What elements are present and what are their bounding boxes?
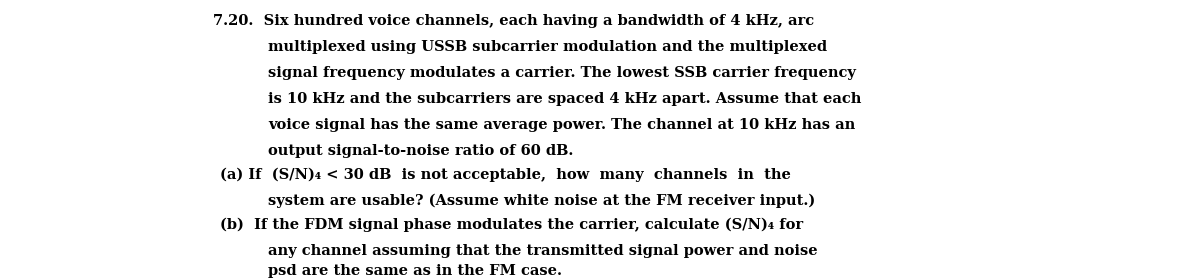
Text: 7.20.  Six hundred voice channels, each having a bandwidth of 4 kHz, arc: 7.20. Six hundred voice channels, each h… <box>214 14 814 28</box>
Text: system are usable? (Assume white noise at the FM receiver input.): system are usable? (Assume white noise a… <box>268 194 815 208</box>
Text: voice signal has the same average power. The channel at 10 kHz has an: voice signal has the same average power.… <box>268 118 856 132</box>
Text: (b)  If the FDM signal phase modulates the carrier, calculate (S/N)₄ for: (b) If the FDM signal phase modulates th… <box>220 218 803 232</box>
Text: multiplexed using USSB subcarrier modulation and the multiplexed: multiplexed using USSB subcarrier modula… <box>268 40 827 54</box>
Text: output signal-to-noise ratio of 60 dB.: output signal-to-noise ratio of 60 dB. <box>268 144 574 158</box>
Text: signal frequency modulates a carrier. The lowest SSB carrier frequency: signal frequency modulates a carrier. Th… <box>268 66 856 80</box>
Text: psd are the same as in the FM case.: psd are the same as in the FM case. <box>268 264 562 278</box>
Text: (a) If  (S/N)₄ < 30 dB  is not acceptable,  how  many  channels  in  the: (a) If (S/N)₄ < 30 dB is not acceptable,… <box>220 168 791 182</box>
Text: is 10 kHz and the subcarriers are spaced 4 kHz apart. Assume that each: is 10 kHz and the subcarriers are spaced… <box>268 92 862 106</box>
Text: any channel assuming that the transmitted signal power and noise: any channel assuming that the transmitte… <box>268 244 817 258</box>
